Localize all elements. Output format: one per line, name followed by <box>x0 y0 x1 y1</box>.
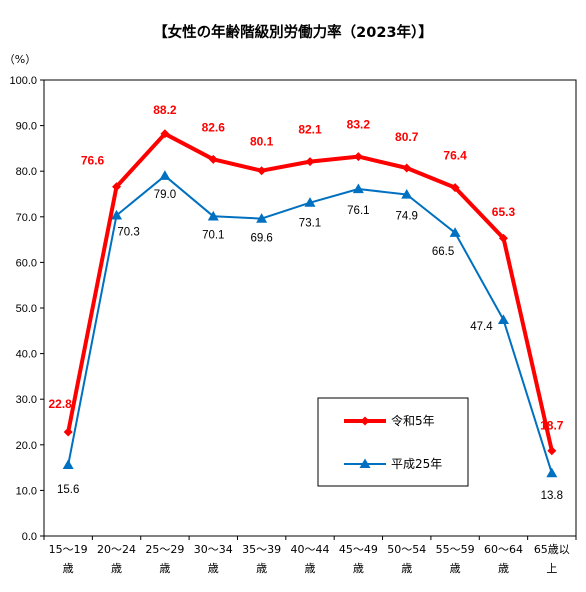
x-tick-label: 歳 <box>450 562 461 575</box>
x-tick-label: 40～44 <box>291 543 330 556</box>
series-heisei25-marker <box>159 170 171 180</box>
data-label-reiwa5: 65.3 <box>492 205 516 219</box>
series-heisei25-marker <box>304 197 316 207</box>
y-tick-label: 30.0 <box>16 394 37 406</box>
y-tick-label: 0.0 <box>22 531 37 543</box>
series-heisei25-marker <box>111 209 123 220</box>
y-tick-label: 90.0 <box>16 121 37 133</box>
series-reiwa5-marker <box>257 166 267 176</box>
data-label-heisei25: 74.9 <box>396 210 418 222</box>
y-tick-label: 40.0 <box>16 349 37 361</box>
series-reiwa5-marker <box>450 183 460 193</box>
x-tick-label: 上 <box>546 562 557 575</box>
data-label-heisei25: 66.5 <box>432 246 454 258</box>
data-label-heisei25: 76.1 <box>347 205 369 217</box>
data-label-heisei25: 13.8 <box>541 490 563 502</box>
y-tick-label: 60.0 <box>16 257 37 269</box>
x-tick-label: 歳 <box>208 562 219 575</box>
x-tick-label: 25～29 <box>145 543 184 556</box>
axes: 0.0 10.0 20.0 30.0 40.0 50.0 60.0 70.0 80.0 90.0 1… <box>9 75 577 575</box>
series-reiwa5-marker <box>63 427 73 437</box>
series-reiwa5-marker <box>402 163 412 173</box>
chart-title: 【女性の年齢階級別労働力率（2023年）】 <box>153 23 433 41</box>
series-heisei25-marker <box>401 188 413 199</box>
y-tick-label: 10.0 <box>16 485 37 497</box>
data-label-reiwa5: 80.1 <box>250 135 274 149</box>
legend-label-heisei25: 平成25年 <box>391 457 442 471</box>
series-heisei25-marker <box>352 183 364 194</box>
x-tick-label: 歳 <box>401 562 412 575</box>
series-lines <box>62 129 558 478</box>
series-reiwa5-marker <box>160 129 170 139</box>
series-heisei25-marker <box>62 459 74 469</box>
series-reiwa5-marker <box>353 152 363 162</box>
y-tick-label: 50.0 <box>16 303 37 315</box>
data-label-reiwa5: 76.4 <box>443 149 467 163</box>
data-label-reiwa5: 22.8 <box>49 397 73 411</box>
legend-box <box>317 397 469 487</box>
x-tick-label: 65歳以 <box>534 543 570 556</box>
data-label-reiwa5: 88.2 <box>153 103 177 117</box>
x-tick-label: 60～64 <box>484 543 523 556</box>
x-tick-label: 15～19 <box>49 543 88 556</box>
x-tick-label: 30～34 <box>194 543 233 556</box>
y-tick-label: 20.0 <box>16 440 37 452</box>
x-tick-label: 50～54 <box>387 543 426 556</box>
series-reiwa5-marker <box>305 157 315 167</box>
x-tick-label: 55～59 <box>436 543 475 556</box>
series-reiwa5-marker <box>208 154 218 164</box>
series-heisei25-marker <box>449 227 461 237</box>
data-label-reiwa5: 82.6 <box>202 120 226 134</box>
y-tick-label: 100.0 <box>9 75 37 87</box>
data-label-heisei25: 70.1 <box>202 229 224 241</box>
data-label-heisei25: 79.0 <box>154 189 176 201</box>
series-reiwa5-marker <box>547 446 557 456</box>
series-heisei25-marker <box>207 210 219 221</box>
data-label-heisei25: 73.1 <box>299 218 321 230</box>
series-reiwa5-marker <box>112 182 122 192</box>
series-heisei25-marker <box>256 213 268 223</box>
x-tick-label: 45～49 <box>339 543 378 556</box>
data-label-heisei25: 47.4 <box>470 321 493 333</box>
x-tick-label: 歳 <box>305 562 316 575</box>
series-reiwa5-line <box>66 131 554 453</box>
series-heisei25-marker <box>497 314 509 324</box>
data-labels: 22.8 76.6 88.2 82.6 80.1 82.1 83.2 80.7 76.4 65.3… <box>49 103 564 502</box>
data-label-heisei25: 15.6 <box>57 484 79 496</box>
y-tick-label: 80.0 <box>16 166 37 178</box>
data-label-heisei25: 69.6 <box>250 233 272 245</box>
x-tick-label: 歳 <box>159 562 170 575</box>
data-label-heisei25: 70.3 <box>117 226 139 238</box>
x-tick-label: 歳 <box>111 562 122 575</box>
x-tick-label: 20～24 <box>97 543 136 556</box>
x-tick-label: 歳 <box>256 562 267 575</box>
x-tick-label: 歳 <box>63 562 74 575</box>
legend-label-reiwa5: 令和5年 <box>391 413 435 428</box>
data-label-reiwa5: 82.1 <box>298 123 322 137</box>
legend-marker-reiwa5 <box>360 416 370 426</box>
y-axis-unit: （%） <box>4 53 36 66</box>
data-label-reiwa5: 18.7 <box>540 419 564 433</box>
x-tick-label: 歳 <box>353 562 364 575</box>
data-label-reiwa5: 76.6 <box>81 154 105 168</box>
data-label-reiwa5: 83.2 <box>347 118 371 132</box>
x-tick-label: 歳 <box>498 562 509 575</box>
series-reiwa5-marker <box>498 233 508 243</box>
data-label-reiwa5: 80.7 <box>395 130 419 144</box>
x-tick-label: 35～39 <box>242 543 281 556</box>
y-tick-label: 70.0 <box>16 212 37 224</box>
series-heisei25-marker <box>546 467 558 478</box>
legend-marker-heisei25 <box>359 458 371 468</box>
